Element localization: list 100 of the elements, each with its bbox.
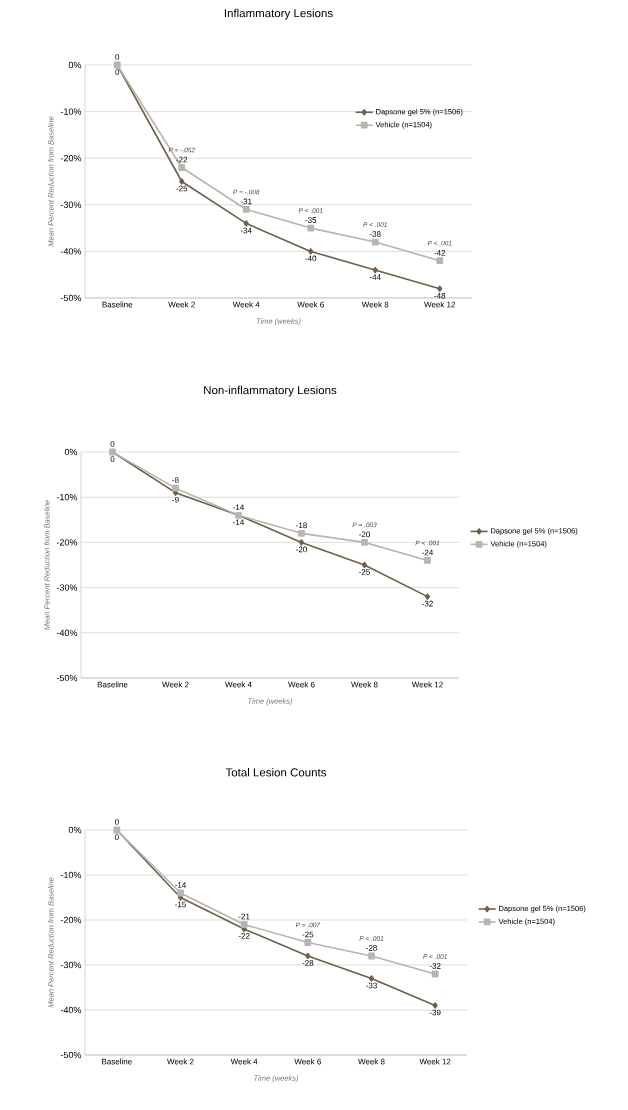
data-label: -39 bbox=[429, 1009, 441, 1016]
point bbox=[307, 224, 315, 232]
y-tick-label: -20% bbox=[60, 916, 82, 924]
point bbox=[242, 206, 250, 213]
data-label: -33 bbox=[366, 982, 377, 989]
x-tick-label: Week 4 bbox=[232, 301, 260, 308]
point bbox=[172, 484, 179, 492]
point bbox=[178, 164, 186, 171]
data-label: -14 bbox=[233, 519, 245, 525]
point bbox=[424, 557, 431, 564]
x-tick-label: Week 2 bbox=[167, 1058, 194, 1065]
data-label: -44 bbox=[369, 274, 381, 280]
x-tick-label: Week 8 bbox=[351, 681, 378, 688]
data-label: -18 bbox=[296, 522, 307, 529]
chart-title: Total Lesion Counts bbox=[225, 768, 327, 777]
data-label: -28 bbox=[302, 960, 314, 966]
data-label: 0 bbox=[114, 834, 119, 840]
data-label: -15 bbox=[175, 901, 186, 908]
data-label: -22 bbox=[238, 933, 250, 939]
data-label: -24 bbox=[422, 549, 434, 556]
point bbox=[368, 975, 375, 982]
data-label: -34 bbox=[240, 227, 252, 234]
data-label: 0 bbox=[110, 456, 115, 462]
data-label: -40 bbox=[305, 255, 317, 262]
y-tick-label: -50% bbox=[56, 674, 78, 682]
point bbox=[368, 952, 375, 960]
data-label: -32 bbox=[429, 963, 441, 969]
point bbox=[431, 970, 439, 978]
y-tick-label: -10% bbox=[60, 108, 82, 115]
point bbox=[304, 939, 312, 946]
data-label: 0 bbox=[115, 69, 120, 75]
data-label: -22 bbox=[176, 156, 188, 163]
x-tick-label: Baseline bbox=[102, 1058, 132, 1065]
data-label: -20 bbox=[296, 546, 307, 553]
x-tick-label: Week 6 bbox=[294, 1058, 321, 1065]
data-label: 0 bbox=[115, 54, 120, 60]
x-tick-label: Week 6 bbox=[288, 681, 315, 688]
data-label: -14 bbox=[175, 882, 187, 888]
data-label: -35 bbox=[305, 217, 317, 223]
point bbox=[424, 593, 431, 600]
x-tick-label: Week 12 bbox=[424, 301, 456, 308]
data-label: -25 bbox=[302, 931, 314, 938]
point bbox=[436, 257, 444, 265]
x-tick-label: Week 8 bbox=[358, 1058, 385, 1065]
x-tick-label: Baseline bbox=[102, 301, 133, 308]
point bbox=[298, 539, 305, 546]
point bbox=[361, 561, 368, 569]
data-label: -38 bbox=[369, 231, 381, 237]
data-label: -20 bbox=[359, 531, 370, 538]
y-tick-label: -50% bbox=[60, 294, 82, 302]
point bbox=[179, 178, 185, 185]
x-tick-label: Week 12 bbox=[419, 1058, 451, 1065]
y-tick-label: -20% bbox=[60, 155, 82, 162]
y-tick-label: -50% bbox=[60, 1051, 82, 1059]
y-tick-label: -30% bbox=[60, 961, 82, 969]
point bbox=[308, 248, 314, 255]
x-tick-label: Week 12 bbox=[411, 681, 443, 688]
chart-title: Inflammatory Lesions bbox=[224, 8, 333, 20]
point bbox=[437, 285, 443, 292]
point bbox=[240, 921, 248, 928]
y-tick-label: -40% bbox=[56, 629, 78, 636]
data-label: -42 bbox=[434, 249, 446, 256]
x-tick-label: Week 4 bbox=[230, 1058, 258, 1065]
y-tick-label: -20% bbox=[56, 539, 78, 546]
data-label: -8 bbox=[172, 477, 179, 483]
x-tick-label: Week 6 bbox=[297, 301, 324, 308]
x-tick-label: Week 8 bbox=[361, 301, 389, 308]
point bbox=[305, 952, 311, 960]
data-label: -28 bbox=[366, 945, 377, 951]
x-tick-label: Week 2 bbox=[168, 301, 195, 308]
y-tick-label: 0% bbox=[64, 448, 78, 456]
point bbox=[298, 529, 305, 537]
y-tick-label: -30% bbox=[60, 201, 82, 208]
point bbox=[243, 220, 249, 227]
data-label: -25 bbox=[359, 569, 370, 575]
data-label: 0 bbox=[110, 441, 115, 447]
y-tick-label: -40% bbox=[60, 248, 82, 255]
data-label: -25 bbox=[176, 185, 188, 192]
y-tick-label: -40% bbox=[60, 1006, 82, 1014]
y-tick-label: -30% bbox=[56, 584, 78, 591]
y-tick-label: -10% bbox=[60, 871, 82, 879]
data-label: -31 bbox=[240, 198, 252, 205]
data-label: -21 bbox=[238, 913, 250, 920]
data-label: -14 bbox=[233, 504, 245, 511]
point bbox=[432, 1002, 438, 1009]
point bbox=[361, 538, 368, 546]
data-label: 0 bbox=[114, 819, 119, 825]
point bbox=[177, 889, 184, 897]
data-label: -32 bbox=[422, 600, 433, 607]
x-tick-label: Baseline bbox=[97, 681, 128, 688]
y-tick-label: 0% bbox=[68, 61, 82, 69]
x-tick-label: Week 4 bbox=[225, 681, 252, 688]
chart-title: Non-inflammatory Lesions bbox=[204, 385, 337, 397]
data-label: -9 bbox=[172, 496, 179, 503]
y-tick-label: 0% bbox=[68, 826, 82, 834]
point bbox=[371, 238, 379, 246]
data-label: -48 bbox=[434, 292, 446, 299]
point bbox=[372, 266, 378, 274]
y-tick-label: -10% bbox=[56, 494, 78, 501]
x-tick-label: Week 2 bbox=[162, 681, 189, 688]
